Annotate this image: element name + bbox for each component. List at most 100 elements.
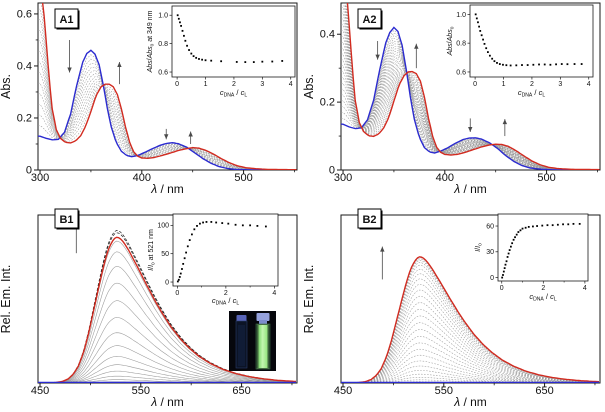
inset-x-tick-label: 3 (260, 81, 264, 88)
absorption-curves (38, 3, 297, 170)
inset-data-point (181, 268, 183, 270)
inset-data-point (182, 262, 185, 265)
panel-B1-svg: 450 550 650 λ / nm Rel. Em. Int. 0 2 4 0 50 100 cDN… (0, 208, 298, 409)
intermediate-spectrum (341, 36, 600, 170)
inset-data-point (221, 222, 224, 224)
x-tick-label: 500 (234, 172, 252, 184)
inset-data-point (519, 229, 522, 232)
inset-data-point (521, 64, 523, 66)
inset-data-point (205, 221, 208, 223)
inset-data-point (184, 39, 187, 42)
intermediate-spectrum (341, 289, 599, 383)
x-tick-label: 550 (132, 385, 150, 397)
panel-A1-svg: 300 400 500 0 0.2 0.4 0.6 λ / nm Abs. 0 1 2 3 4 0.6 0.8… (0, 2, 298, 196)
right-cuvette-neck (259, 320, 267, 325)
panel-label-text: B1 (59, 214, 73, 226)
inset-data-point (551, 224, 554, 227)
inset-data-point (235, 61, 238, 63)
y-axis-label: Abs. (0, 74, 13, 99)
axes: 300 400 500 0 0.2 0.4 (320, 29, 598, 184)
inset-data-point (480, 34, 483, 37)
inset-data-point (183, 257, 186, 260)
inset-data-point (514, 236, 516, 239)
inset-data-point (507, 252, 510, 255)
x-axis-label: λ / nm (150, 395, 184, 409)
inset-data-point (478, 25, 480, 28)
panel-B1-emission: 450 550 650 λ / nm Rel. Em. Int. 0 2 4 0 50 100 cDN… (0, 200, 302, 412)
y-tick-label: 0 (329, 165, 335, 177)
inset-y-tick-label: 0.6 (456, 69, 466, 76)
inset-y-tick-label: 1.0 (456, 12, 466, 19)
inset-data-point (210, 221, 213, 223)
trend-arrow-head (67, 67, 72, 73)
intermediate-spectrum (341, 24, 600, 170)
panel-B2-svg: 450 550 650 λ / nm Rel. Em. Int. 0 2 4 0 30 60 cDNA… (302, 208, 601, 409)
intermediate-spectrum (346, 3, 600, 170)
left-cuvette-cap (236, 315, 247, 322)
inset-x-tick-label: 0 (473, 81, 477, 88)
inset-data-point (234, 223, 237, 226)
intermediate-spectrum (341, 35, 600, 170)
inset-y-tick-label: 100 (157, 223, 169, 230)
inset-data-point (573, 63, 576, 65)
inset-data-point (502, 63, 504, 66)
inset-data-point (179, 272, 182, 275)
final-spectrum-red (38, 236, 297, 383)
intermediate-spectrum (38, 266, 297, 383)
inset-y-axis-label: Abs/Abs0 at 349 nm (147, 10, 156, 73)
inset-data-point (249, 224, 252, 227)
inset-scatter (501, 222, 581, 279)
final-spectrum-red (346, 3, 600, 170)
panel-label: A2 (357, 8, 383, 30)
x-tick-label: 300 (31, 172, 49, 184)
intermediate-spectrum (341, 329, 599, 383)
panel-label-text: A1 (59, 14, 73, 26)
inset-x-tick-label: 4 (583, 285, 587, 292)
intermediate-spectrum (38, 317, 296, 383)
intermediate-spectrum (38, 332, 297, 383)
inset-data-point (256, 225, 259, 227)
inset-data-point (477, 21, 479, 24)
inset-data-point (517, 231, 520, 233)
trend-arrow-head (468, 126, 473, 132)
trend-arrow-head (502, 119, 508, 125)
inset-data-point (176, 14, 179, 17)
inset-data-point (502, 270, 505, 273)
panel-A1-absorption: 300 400 500 0 0.2 0.4 0.6 λ / nm Abs. 0 1 2 3 4 0.6 0.8… (0, 0, 302, 205)
cuvette-photo (229, 311, 276, 371)
panel-A2-svg: 300 400 500 0 0.2 0.4 λ / nm Abs. 0 1 2 3 4 0.6 0.8 1.0… (302, 2, 601, 196)
inset-x-tick-label: 0 (175, 81, 179, 88)
inset-data-point (504, 263, 507, 266)
intermediate-spectrum (38, 300, 296, 383)
inset-data-point (543, 63, 546, 66)
intermediate-spectrum (341, 43, 600, 170)
inset-data-point (555, 63, 557, 66)
inset-data-point (188, 49, 190, 51)
x-tick-label: 400 (436, 172, 454, 184)
inset-y-axis-label: I/I0 (475, 243, 484, 252)
right-cuvette-glow (258, 325, 268, 368)
inset-data-point (201, 58, 204, 61)
inset-x-tick-label: 1 (204, 81, 208, 88)
y-tick-label: 0.2 (17, 112, 32, 124)
inset-data-point (515, 233, 518, 236)
inset-plot: 0 1 2 3 4 0.6 0.8 1.0 cDNA / cL Abs/Abs0 (447, 4, 594, 99)
inset-data-point (485, 47, 488, 50)
panel-label-text: B2 (362, 214, 376, 226)
trend-arrow-head (414, 43, 419, 49)
intermediate-spectrum (341, 322, 600, 383)
inset-data-point (515, 64, 518, 67)
inset-data-point (562, 223, 564, 226)
inset-data-point (532, 225, 534, 228)
inset-frame (469, 4, 594, 78)
panel-label: A1 (54, 8, 80, 30)
inset-data-point (502, 274, 504, 276)
inset-x-tick-label: 2 (541, 285, 545, 292)
inset-data-point (244, 61, 247, 63)
inset-data-point (220, 60, 223, 63)
inset-data-point (196, 225, 198, 227)
x-tick-label: 500 (537, 172, 555, 184)
inset-data-point (508, 249, 511, 251)
final-spectrum-red (341, 256, 600, 383)
y-axis-label: Abs. (303, 74, 316, 99)
